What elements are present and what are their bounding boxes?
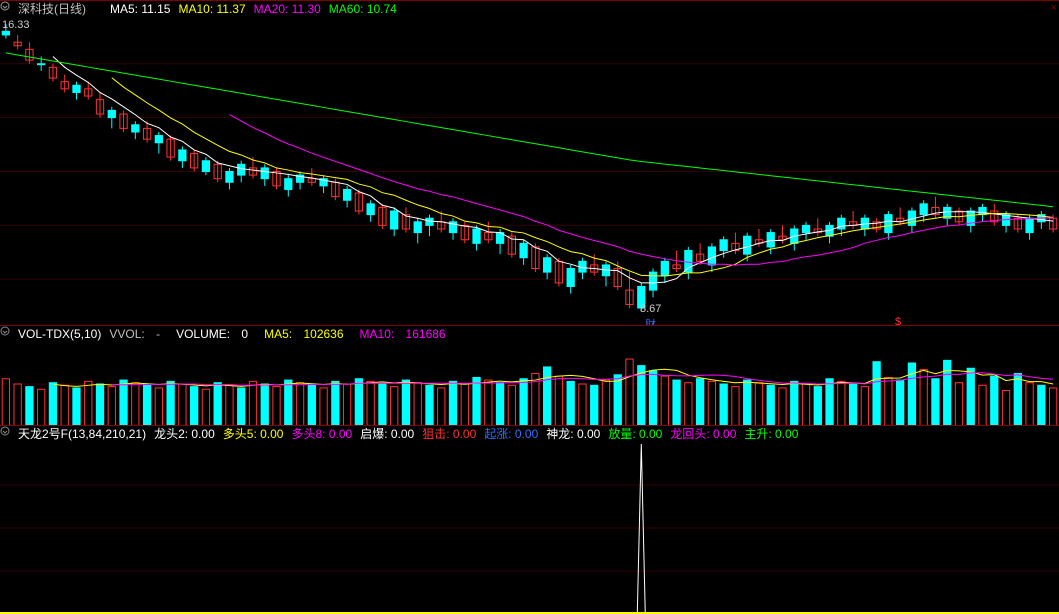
ind-item: 主升: 0.00: [744, 427, 798, 441]
indicator-header: 天龙2号F(13,84,210,21) 龙头2: 0.00 多头5: 0.00 多头…: [0, 426, 1059, 442]
ind-item: 启爆: 0.00: [360, 427, 414, 441]
ma-item: MA10: 11.37: [178, 2, 245, 16]
ind-item: 狙击: 0.00: [422, 427, 476, 441]
ma-item: MA60: 10.74: [329, 2, 397, 16]
volume-chart-area[interactable]: [0, 342, 1059, 425]
ind-item: 多头5: 0.00: [223, 427, 284, 441]
volma10-label: MA10:: [360, 327, 395, 341]
indicator-chart-area[interactable]: [0, 442, 1059, 613]
vvol-value: -: [156, 327, 160, 341]
ind-title: 天龙2号F(13,84,210,21): [18, 426, 146, 442]
vol-title: VOL-TDX(5,10): [18, 326, 101, 342]
volma10-value: 161686: [406, 327, 446, 341]
ma-item: MA20: 11.30: [254, 2, 321, 16]
close-icon[interactable]: ×: [1051, 2, 1057, 14]
vvol-label: VVOL:: [109, 327, 144, 341]
volume-panel: VOL-TDX(5,10) VVOL: - VOLUME: 0 MA5: 102…: [0, 325, 1059, 425]
ind-expand-icon[interactable]: [2, 428, 14, 440]
price-header: 深科技(日线) MA5: 11.15 MA10: 11.37 MA20: 11.30…: [0, 1, 1059, 17]
ma-expand-icon[interactable]: [94, 3, 106, 15]
ind-item: 龙头2: 0.00: [154, 427, 215, 441]
indicator-panel: 天龙2号F(13,84,210,21) 龙头2: 0.00 多头5: 0.00 多头…: [0, 425, 1059, 613]
vol-expand-icon[interactable]: [2, 328, 14, 340]
high-label: 16.33: [2, 19, 30, 31]
low-label: 8.67: [640, 303, 661, 315]
volume-header: VOL-TDX(5,10) VVOL: - VOLUME: 0 MA5: 102…: [0, 326, 1059, 342]
ind-item: 多头8: 0.00: [291, 427, 352, 441]
ma-item: MA5: 11.15: [110, 2, 170, 16]
volma5-label: MA5:: [264, 327, 292, 341]
stock-title: 深科技(日线): [18, 1, 86, 17]
ma-legend: MA5: 11.15 MA10: 11.37 MA20: 11.30 MA60: 10…: [110, 1, 405, 17]
ind-item: 龙回头: 0.00: [670, 427, 736, 441]
indicator-legend: 龙头2: 0.00 多头5: 0.00 多头8: 0.00 启爆: 0.00 狙击: 0…: [154, 426, 806, 442]
ind-item: 起涨: 0.00: [484, 427, 538, 441]
volume-label: VOLUME:: [176, 327, 230, 341]
volma5-value: 102636: [303, 327, 343, 341]
price-chart-area[interactable]: 16.33 8.67 财 $: [0, 17, 1059, 325]
volume-value: 0: [241, 327, 248, 341]
price-panel: 深科技(日线) MA5: 11.15 MA10: 11.37 MA20: 11.30…: [0, 0, 1059, 325]
ind-item: 神龙: 0.00: [546, 427, 600, 441]
ind-item: 放量: 0.00: [608, 427, 662, 441]
